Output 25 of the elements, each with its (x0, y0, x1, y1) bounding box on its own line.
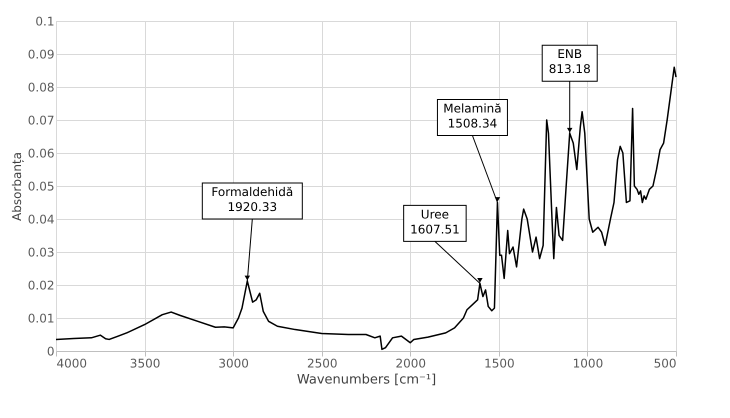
y-tick-label: 0.09 (28, 48, 54, 62)
x-tick-label: 2500 (306, 356, 338, 370)
x-tick-label: 3000 (218, 356, 249, 370)
y-tick-label: 0.08 (28, 80, 54, 94)
y-tick-label: 0.07 (28, 114, 54, 128)
y-tick-label: 0.1 (35, 14, 54, 28)
x-tick-label: 1000 (572, 356, 604, 370)
annotation: Melamină 1508.34 (443, 102, 502, 130)
x-tick-label: 1500 (484, 356, 515, 370)
annotation: Formaldehidă 1920.33 (211, 185, 294, 214)
x-tick-label: 4000 (56, 356, 88, 370)
y-tick-label: 0.06 (28, 146, 54, 160)
y-tick-label: 0.01 (28, 312, 54, 326)
x-tick-label: 500 (654, 356, 676, 370)
y-tick-label: 0.03 (28, 246, 54, 260)
x-tick-label: 2000 (396, 356, 426, 370)
y-tick-label: 0 (46, 344, 54, 358)
annotation: ENB 813.18 (548, 47, 591, 76)
y-tick-label: 0.05 (28, 180, 54, 194)
y-axis-title: Absorbanța (10, 152, 24, 221)
y-tick-label: 0.02 (28, 278, 54, 292)
x-axis-title: Wavenumbers [cm⁻¹] (296, 372, 436, 388)
x-tick-label: 3500 (130, 356, 160, 370)
annotation: Uree 1607.51 (410, 207, 460, 236)
y-tick-label: 0.04 (28, 212, 54, 226)
